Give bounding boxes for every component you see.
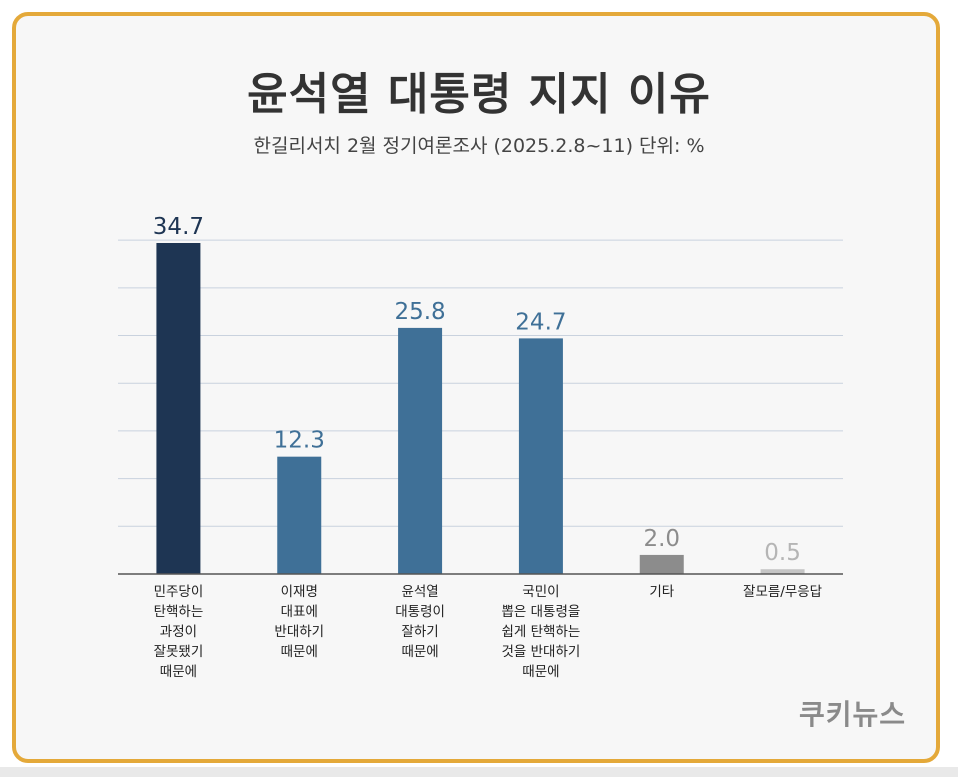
data-label: 24.7: [515, 309, 566, 335]
chart-title: 윤석열 대통령 지지 이유: [247, 69, 711, 120]
bottom-strip: [0, 767, 958, 777]
bar: [156, 243, 201, 574]
data-label: 0.5: [764, 540, 801, 566]
category-label: 잘하기: [401, 624, 438, 640]
category-label: 윤석열: [401, 584, 438, 600]
category-label: 때문에: [281, 644, 318, 660]
category-label: 쉽게 탄핵하는: [502, 624, 581, 640]
bar: [639, 554, 684, 574]
category-label: 대표에: [281, 604, 318, 620]
category-label: 때문에: [522, 664, 559, 680]
publisher-logo: 쿠키뉴스: [798, 698, 906, 731]
category-label: 기타: [649, 584, 674, 600]
category-label: 국민이: [522, 584, 559, 600]
data-label: 34.7: [153, 214, 204, 240]
category-label: 반대하기: [274, 624, 324, 640]
data-label: 2.0: [643, 526, 680, 552]
bar: [277, 456, 322, 574]
category-label: 과정이: [160, 624, 197, 640]
category-label: 민주당이: [154, 584, 204, 600]
bar: [398, 327, 443, 574]
category-label: 잘못됐기: [154, 644, 204, 660]
category-label: 것을 반대하기: [502, 644, 581, 660]
category-label: 때문에: [401, 644, 438, 660]
category-label: 때문에: [160, 664, 197, 680]
category-label: 이재명: [281, 584, 318, 600]
bar: [760, 569, 805, 574]
category-label: 뽑은 대통령을: [502, 604, 581, 620]
data-label: 25.8: [394, 299, 445, 325]
category-label: 잘모름/무응답: [743, 584, 822, 600]
chart-subtitle: 한길리서치 2월 정기여론조사 (2025.2.8~11) 단위: %: [253, 135, 705, 157]
category-label: 탄핵하는: [154, 604, 204, 620]
data-label: 12.3: [274, 428, 325, 454]
bar: [518, 338, 563, 574]
category-label: 대통령이: [395, 604, 445, 620]
